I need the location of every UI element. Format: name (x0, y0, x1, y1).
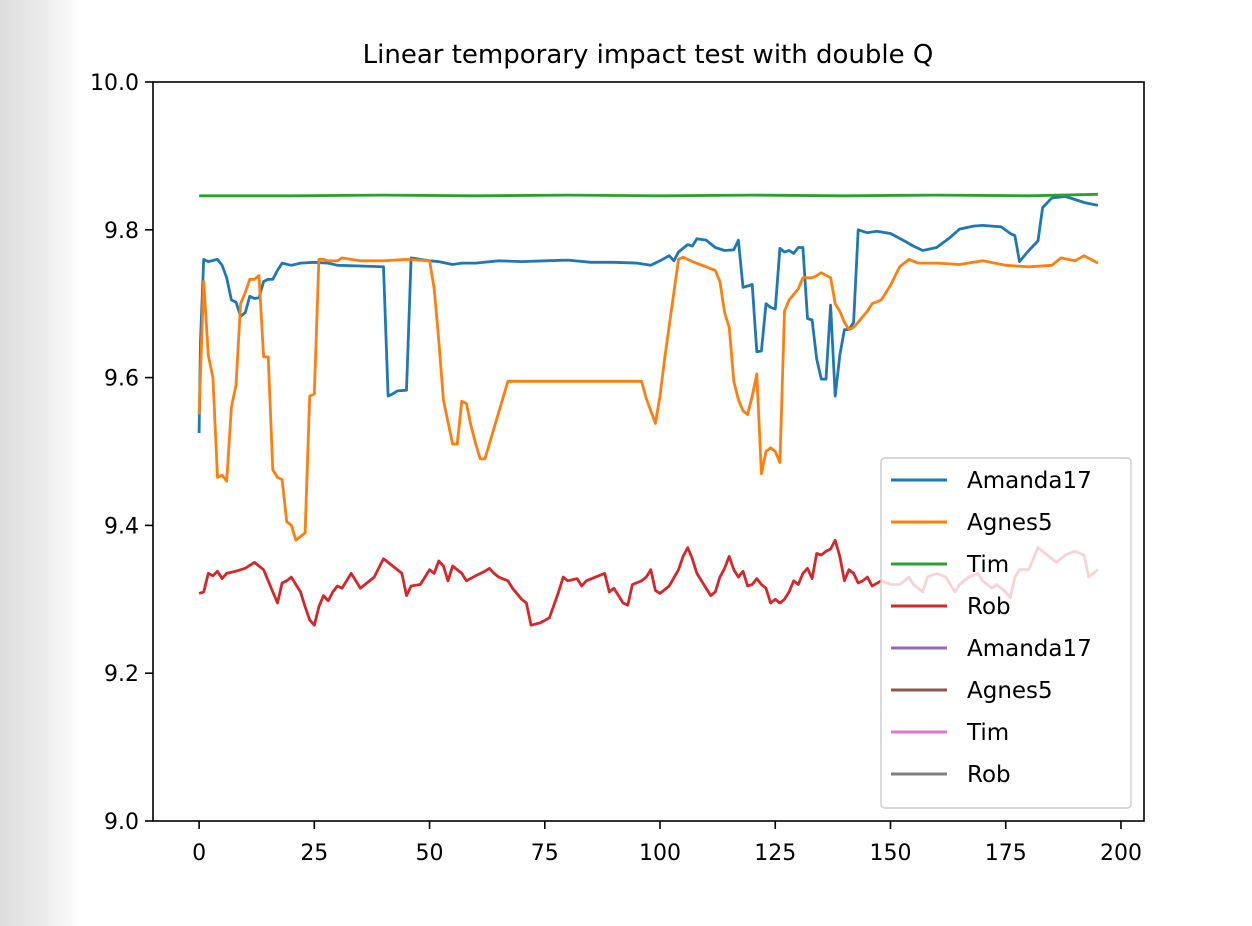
y-tick-label: 10.0 (90, 71, 139, 96)
x-tick-label: 50 (416, 841, 444, 866)
legend-label: Agnes5 (967, 510, 1053, 536)
y-tick-label: 9.4 (104, 514, 139, 539)
legend-label: Tim (966, 552, 1009, 578)
x-tick-label: 150 (869, 841, 911, 866)
x-tick-label: 125 (754, 841, 796, 866)
legend-label: Rob (967, 762, 1011, 788)
x-tick-label: 75 (531, 841, 559, 866)
y-tick-label: 9.8 (104, 219, 139, 244)
legend-label: Rob (967, 594, 1011, 620)
legend-label: Agnes5 (967, 678, 1053, 704)
x-tick-label: 25 (300, 841, 328, 866)
window-side-shadow (0, 0, 82, 926)
series-line-tim (199, 192, 1098, 198)
x-tick-label: 0 (192, 841, 206, 866)
x-tick-label: 200 (1100, 841, 1142, 866)
x-tick-label: 100 (639, 841, 681, 866)
legend-label: Tim (966, 720, 1009, 746)
legend-label: Amanda17 (967, 636, 1092, 662)
legend-label: Amanda17 (967, 468, 1092, 494)
series-layer (197, 192, 1099, 627)
x-tick-label: 175 (985, 841, 1027, 866)
x-axis: 0 25 50 75 100 125 150 175 200 (192, 821, 1142, 866)
plot-frame (152, 81, 1145, 822)
chart-title: Linear temporary impact test with double… (363, 40, 934, 70)
legend: Amanda17 Agnes5 Tim Rob Amanda17 Agnes5 Tim Rob (880, 457, 1132, 809)
legend-box (880, 457, 1132, 809)
series-line-agnes5 (197, 254, 1099, 542)
series-line-amanda17 (197, 195, 1099, 434)
y-tick-label: 9.6 (104, 367, 139, 392)
y-tick-label: 9.0 (104, 810, 139, 835)
y-tick-label: 9.2 (104, 662, 139, 687)
y-axis: 9.0 9.2 9.4 9.6 9.8 10.0 (90, 71, 153, 835)
